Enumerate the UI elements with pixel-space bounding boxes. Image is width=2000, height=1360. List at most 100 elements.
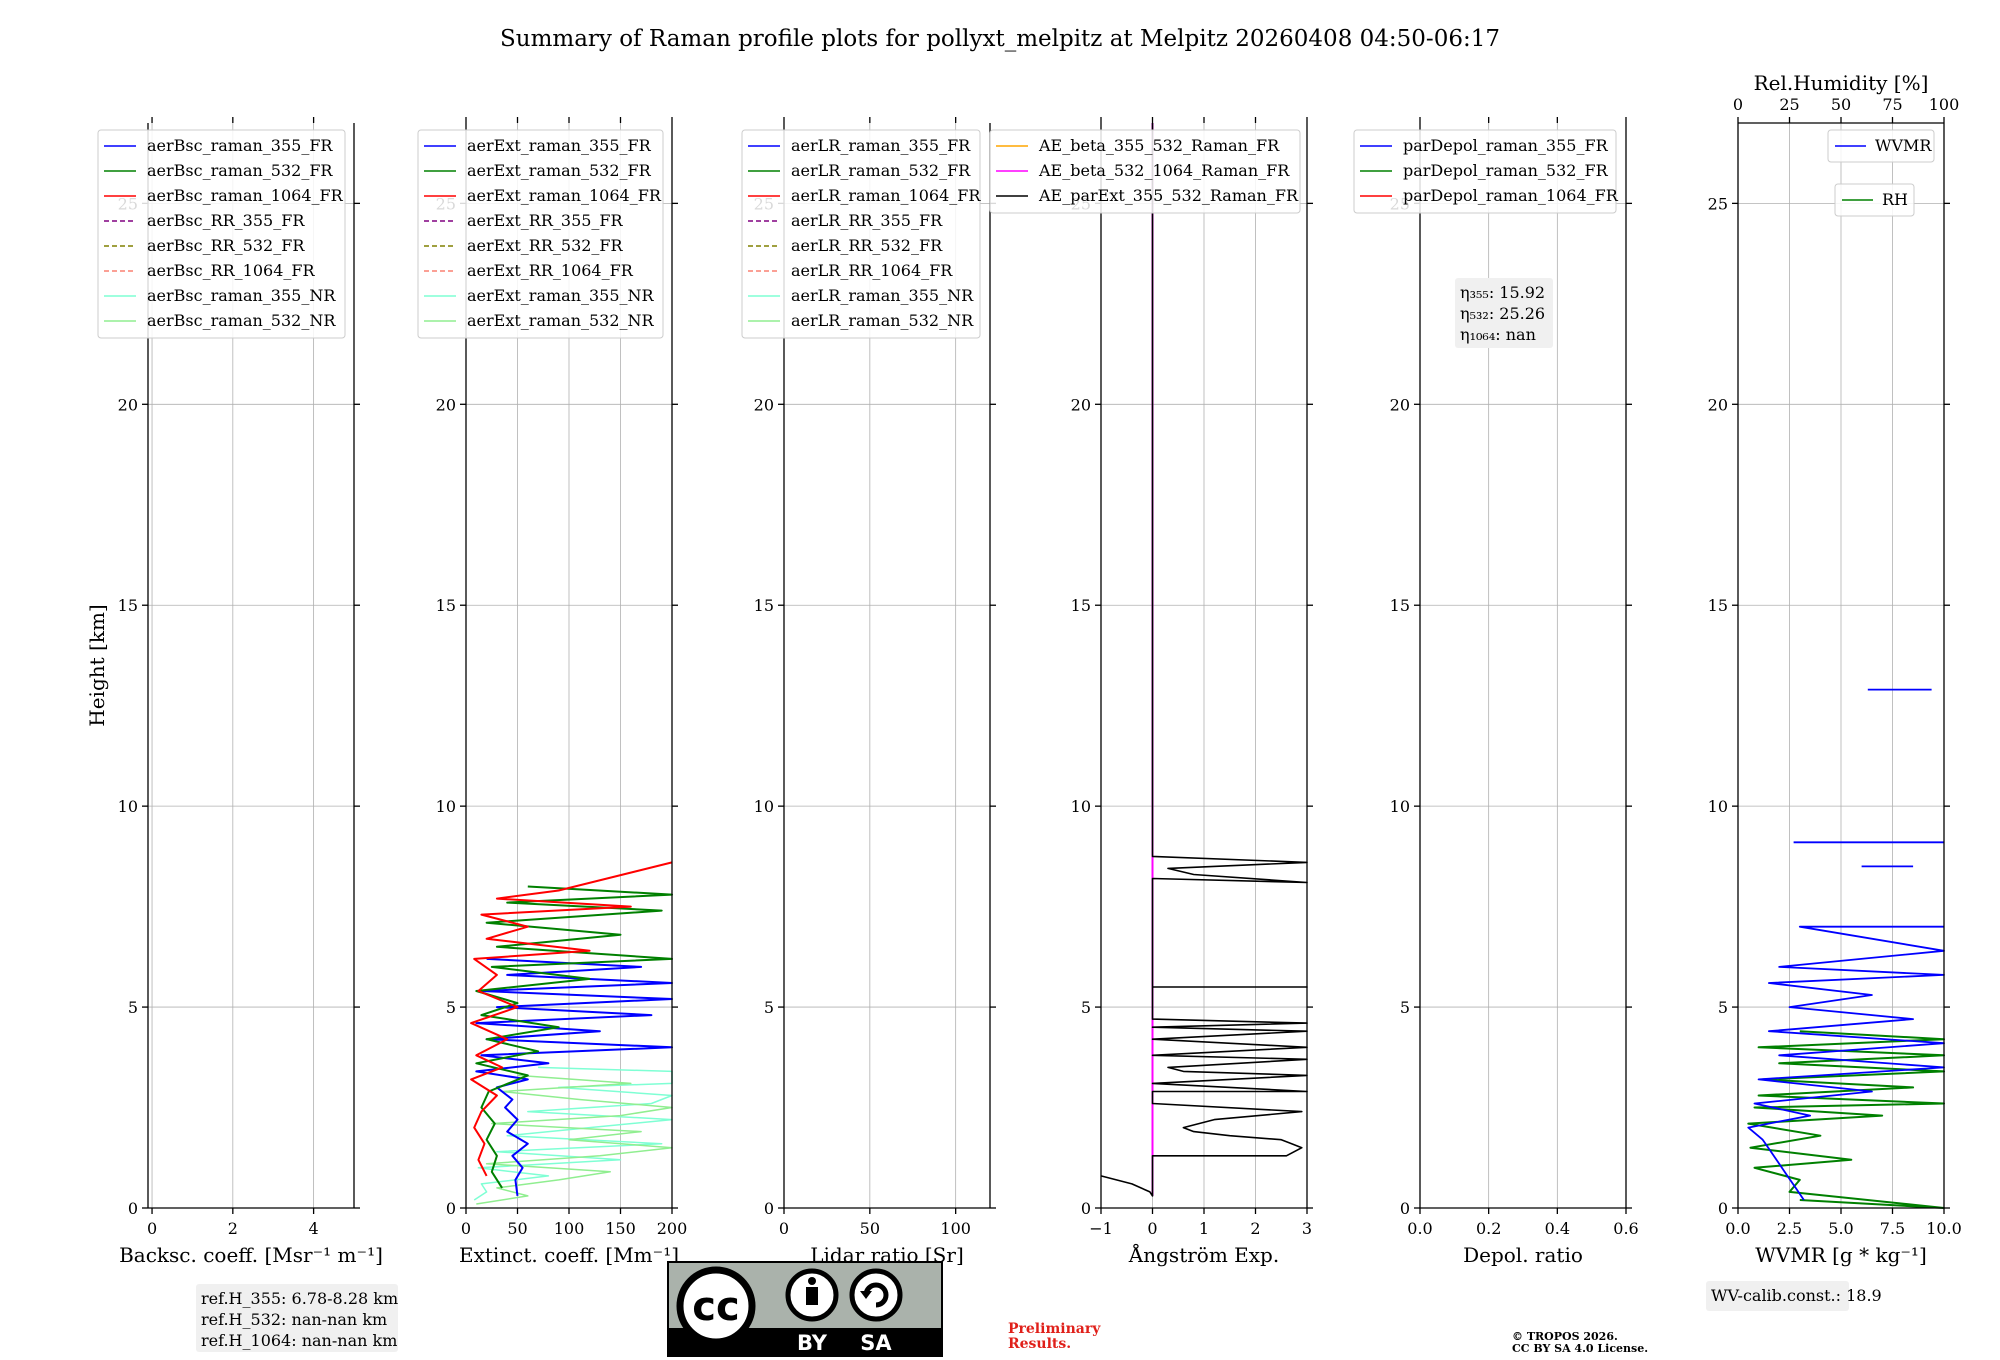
y-tick-label: 0: [764, 1199, 774, 1218]
x-tick-label: 4: [309, 1219, 319, 1238]
legend-label: aerBsc_RR_1064_FR: [147, 261, 316, 280]
y-tick-label: 15: [754, 596, 774, 615]
figure-title: Summary of Raman profile plots for polly…: [500, 26, 1500, 52]
x-tick-label: 0.0: [1725, 1219, 1750, 1238]
secondary-x-tick-label: 0: [1733, 95, 1743, 114]
annotation-text: ref.H_532: nan-nan km: [201, 1310, 387, 1329]
annotation-text: ref.H_355: 6.78-8.28 km: [201, 1289, 398, 1308]
x-tick-label: 50: [860, 1219, 880, 1238]
x-tick-label: 5.0: [1828, 1219, 1853, 1238]
legend-label: aerLR_RR_532_FR: [791, 236, 943, 255]
x-axis-label: WVMR [g * kg⁻¹]: [1755, 1243, 1927, 1267]
x-axis-label: Ångström Exp.: [1128, 1242, 1279, 1267]
plot-area: [1747, 688, 1945, 1209]
legend-label: aerLR_raman_355_NR: [791, 286, 974, 305]
x-tick-label: 0: [461, 1219, 471, 1238]
legend-box: [989, 129, 1301, 214]
cc-logo-icon: [676, 1266, 756, 1346]
y-tick-label: 10: [754, 797, 774, 816]
share-alike-icon: [849, 1268, 903, 1322]
x-tick-label: 0.4: [1545, 1219, 1570, 1238]
x-tick-label: −1: [1089, 1219, 1113, 1238]
legend-label: WVMR: [1875, 136, 1932, 155]
preliminary-note: Preliminary: [1008, 1321, 1101, 1337]
y-tick-label: 0: [128, 1199, 138, 1218]
x-tick-label: 0: [1147, 1219, 1157, 1238]
series-AE_parExt_355_532_Raman_FR: [1100, 123, 1308, 1197]
x-tick-label: 100: [554, 1219, 585, 1238]
x-tick-label: 0: [147, 1219, 157, 1238]
legend-box: [1353, 129, 1617, 214]
legend-label: parDepol_raman_355_FR: [1403, 136, 1609, 155]
legend-label: aerExt_RR_532_FR: [467, 236, 624, 255]
annotation-text: ref.H_1064: nan-nan km: [201, 1331, 397, 1350]
y-axis-label: Height [km]: [85, 604, 109, 726]
annotation-background: [1455, 278, 1553, 348]
legend-label: AE_parExt_355_532_Raman_FR: [1038, 186, 1299, 205]
annotation-box: ref.H_355: 6.78-8.28 km ref.H_532: nan-na…: [196, 1284, 398, 1352]
legend-label: aerLR_RR_355_FR: [791, 211, 943, 230]
legend-label: parDepol_raman_532_FR: [1403, 161, 1609, 180]
cc-logo-text: cc: [692, 1284, 739, 1330]
panel-backscatter: 0240510152025Backsc. coeff. [Msr⁻¹ m⁻¹]H…: [85, 117, 398, 1352]
x-tick-label: 3: [1302, 1219, 1312, 1238]
y-tick-label: 15: [436, 596, 456, 615]
y-tick-label: 10: [1390, 797, 1410, 816]
x-tick-label: 0: [779, 1219, 789, 1238]
x-axis-label: Depol. ratio: [1463, 1243, 1583, 1267]
panels: 0240510152025Backsc. coeff. [Msr⁻¹ m⁻¹]H…: [85, 71, 1962, 1352]
x-tick-label: 0.2: [1476, 1219, 1501, 1238]
plot-area: [470, 861, 673, 1205]
x-axis-label: Backsc. coeff. [Msr⁻¹ m⁻¹]: [119, 1243, 383, 1267]
y-tick-label: 0: [1718, 1199, 1728, 1218]
x-tick-label: 7.5: [1880, 1219, 1905, 1238]
annotation-background: [196, 1284, 398, 1352]
legend-box: [1834, 183, 1915, 217]
series-aerExt_raman_532_NR: [476, 1074, 673, 1205]
panel-extinction: 0501001502000510152025Extinct. coeff. [M…: [417, 117, 687, 1267]
y-tick-label: 10: [118, 797, 138, 816]
secondary-x-axis-label: Rel.Humidity [%]: [1754, 71, 1929, 95]
annotation-box: WV-calib.const.: 18.9: [1706, 1281, 1882, 1311]
legend-label: aerLR_raman_1064_FR: [791, 186, 981, 205]
legend-label: aerBsc_RR_532_FR: [147, 236, 305, 255]
y-tick-label: 20: [1071, 395, 1091, 414]
secondary-x-tick-label: 25: [1779, 95, 1799, 114]
license-badge: cc BY SA: [667, 1261, 943, 1357]
legend-label: aerBsc_raman_532_FR: [147, 161, 333, 180]
y-tick-label: 15: [1071, 596, 1091, 615]
legend: parDepol_raman_355_FR parDepol_raman_532_…: [1353, 129, 1619, 214]
legend-label: aerLR_RR_1064_FR: [791, 261, 953, 280]
legend-label: aerExt_raman_532_FR: [467, 161, 652, 180]
legend-label: aerLR_raman_532_FR: [791, 161, 971, 180]
preliminary-note-2: Results.: [1008, 1336, 1071, 1352]
secondary-x-tick-label: 75: [1882, 95, 1902, 114]
legend: aerLR_raman_355_FR aerLR_raman_532_FR aerL…: [741, 129, 981, 339]
plot-area: [1100, 123, 1308, 1197]
x-tick-label: 50: [507, 1219, 527, 1238]
legend-label: AE_beta_355_532_Raman_FR: [1038, 136, 1280, 155]
series-aerExt_raman_532_FR: [475, 885, 673, 1189]
legend-label: RH: [1882, 190, 1908, 209]
y-tick-label: 0: [1081, 1199, 1091, 1218]
x-tick-label: 1: [1199, 1219, 1209, 1238]
series-RH: [1747, 1030, 1945, 1209]
legend-label: aerLR_raman_532_NR: [791, 311, 974, 330]
legend-label: aerExt_RR_355_FR: [467, 211, 624, 230]
legend: AE_beta_355_532_Raman_FR AE_beta_532_1064…: [989, 129, 1301, 214]
x-tick-label: 100: [940, 1219, 971, 1238]
copyright-note-2: CC BY SA 4.0 License.: [1512, 1342, 1648, 1355]
annotation-text: η₁₀₆₄: nan: [1460, 325, 1536, 344]
legend-label: aerBsc_raman_355_FR: [147, 136, 333, 155]
y-tick-label: 20: [436, 395, 456, 414]
series-aerExt_raman_355_FR: [475, 957, 673, 1197]
annotation-background: [1706, 1281, 1849, 1311]
y-tick-label: 0: [446, 1199, 456, 1218]
y-tick-label: 10: [1708, 797, 1728, 816]
copyright-note: © TROPOS 2026.: [1512, 1330, 1618, 1343]
legend: aerBsc_raman_355_FR aerBsc_raman_532_FRae…: [97, 129, 346, 339]
legend-label: aerBsc_RR_355_FR: [147, 211, 305, 230]
x-tick-label: 2: [228, 1219, 238, 1238]
panel-lidar_ratio: 0501000510152025Lidar ratio [Sr]aerLR_ra…: [741, 117, 996, 1267]
